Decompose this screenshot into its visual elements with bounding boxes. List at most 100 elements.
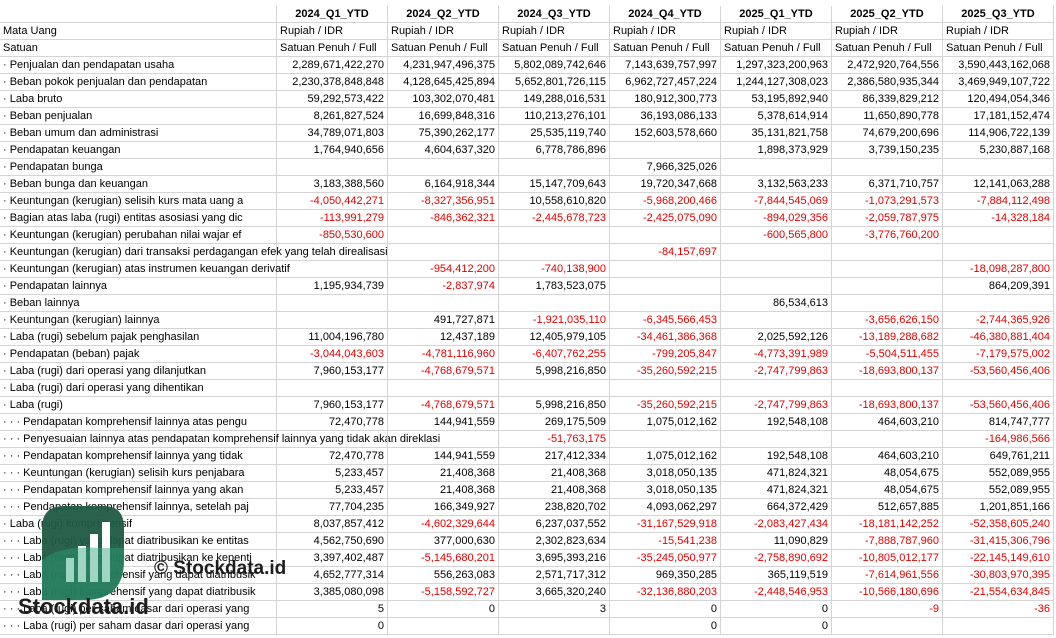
row-label: · Laba (rugi) sebelum pajak penghasilan	[0, 329, 277, 346]
value-cell: -35,260,592,215	[610, 397, 721, 414]
value-cell: -8,327,356,951	[388, 193, 499, 210]
empty-cell	[721, 159, 832, 176]
row-label: · Keuntungan (kerugian) selisih kurs mat…	[0, 193, 277, 210]
value-cell: 72,470,778	[277, 448, 388, 465]
value-cell: -6,407,762,255	[499, 346, 610, 363]
value-cell: 649,761,211	[943, 448, 1054, 465]
empty-cell	[610, 278, 721, 295]
value-cell: 1,075,012,162	[610, 414, 721, 431]
value-cell: -4,768,679,571	[388, 397, 499, 414]
header-corner	[0, 6, 277, 23]
empty-cell	[499, 618, 610, 635]
value-cell: 552,089,955	[943, 482, 1054, 499]
unit-cell: Satuan Penuh / Full	[499, 40, 610, 57]
value-cell: 1,075,012,162	[610, 448, 721, 465]
value-cell: -7,179,575,002	[943, 346, 1054, 363]
row-label: · · · Laba (rugi) komprehensif yang dapa…	[0, 584, 277, 601]
empty-cell	[277, 380, 388, 397]
value-cell: 4,128,645,425,894	[388, 74, 499, 91]
value-cell: 3,397,402,487	[277, 550, 388, 567]
row-label: · · · Laba (rugi) yang dapat diatribusik…	[0, 550, 277, 567]
value-cell: -31,415,306,796	[943, 533, 1054, 550]
empty-cell	[277, 261, 388, 278]
value-cell: 969,350,285	[610, 567, 721, 584]
value-cell: 1,244,127,308,023	[721, 74, 832, 91]
value-cell: -2,837,974	[388, 278, 499, 295]
value-cell: -35,260,592,215	[610, 363, 721, 380]
value-cell: 144,941,559	[388, 414, 499, 431]
value-cell: -4,768,679,571	[388, 363, 499, 380]
row-label: · · · Penyesuaian lainnya atas pendapata…	[0, 431, 440, 448]
empty-cell	[721, 312, 832, 329]
value-cell: -4,602,329,644	[388, 516, 499, 533]
value-cell: 192,548,108	[721, 448, 832, 465]
value-cell: -34,461,386,368	[610, 329, 721, 346]
value-cell: 1,201,851,166	[943, 499, 1054, 516]
empty-cell	[832, 618, 943, 635]
value-cell: 6,237,037,552	[499, 516, 610, 533]
value-cell: 25,535,119,740	[499, 125, 610, 142]
empty-cell	[943, 618, 1054, 635]
value-cell: 77,704,235	[277, 499, 388, 516]
empty-cell	[499, 380, 610, 397]
row-label: · Penjualan dan pendapatan usaha	[0, 57, 277, 74]
row-label: · Laba (rugi) dari operasi yang dilanjut…	[0, 363, 277, 380]
value-cell: 21,408,368	[499, 482, 610, 499]
row-label: · · · Laba (rugi) komprehensif yang dapa…	[0, 567, 277, 584]
row-label: · · · Laba (rugi) per saham dasar dari o…	[0, 618, 277, 635]
row-label: · · · Laba (rugi) per saham dasar dari o…	[0, 601, 277, 618]
value-cell: 3,695,393,216	[499, 550, 610, 567]
value-cell: 8,037,857,412	[277, 516, 388, 533]
value-cell: 11,650,890,778	[832, 108, 943, 125]
value-cell: 21,408,368	[388, 482, 499, 499]
value-cell: -5,145,680,201	[388, 550, 499, 567]
value-cell: -799,205,847	[610, 346, 721, 363]
unit-cell: Satuan Penuh / Full	[943, 40, 1054, 57]
value-cell: -10,805,012,177	[832, 550, 943, 567]
value-cell: 0	[610, 601, 721, 618]
value-cell: 464,603,210	[832, 414, 943, 431]
value-cell: 34,789,071,803	[277, 125, 388, 142]
value-cell: 114,906,722,139	[943, 125, 1054, 142]
empty-cell	[499, 159, 610, 176]
value-cell: -2,448,546,953	[721, 584, 832, 601]
row-label: · · · Pendapatan komprehensif lainnya ya…	[0, 482, 277, 499]
unit-cell: Satuan Penuh / Full	[721, 40, 832, 57]
empty-cell	[388, 618, 499, 635]
empty-cell	[499, 244, 610, 261]
value-cell: 21,408,368	[499, 465, 610, 482]
value-cell: -7,844,545,069	[721, 193, 832, 210]
value-cell: 11,004,196,780	[277, 329, 388, 346]
value-cell: 471,824,321	[721, 465, 832, 482]
value-cell: 75,390,262,177	[388, 125, 499, 142]
value-cell: -30,803,970,395	[943, 567, 1054, 584]
value-cell: 35,131,821,758	[721, 125, 832, 142]
unit-cell: Satuan Penuh / Full	[832, 40, 943, 57]
value-cell: 8,261,827,524	[277, 108, 388, 125]
empty-cell	[277, 159, 388, 176]
row-label: Satuan	[0, 40, 277, 57]
unit-cell: Satuan Penuh / Full	[277, 40, 388, 57]
value-cell: 21,408,368	[388, 465, 499, 482]
empty-cell	[499, 295, 610, 312]
value-cell: 0	[388, 601, 499, 618]
value-cell: -5,158,592,727	[388, 584, 499, 601]
value-cell: -2,425,075,090	[610, 210, 721, 227]
currency-cell: Rupiah / IDR	[388, 23, 499, 40]
value-cell: 3,665,320,240	[499, 584, 610, 601]
value-cell: 103,302,070,481	[388, 91, 499, 108]
value-cell: 491,727,871	[388, 312, 499, 329]
value-cell: 365,119,519	[721, 567, 832, 584]
empty-cell	[832, 295, 943, 312]
empty-cell	[943, 380, 1054, 397]
value-cell: -2,747,799,863	[721, 397, 832, 414]
value-cell: 5,998,216,850	[499, 363, 610, 380]
value-cell: 3,132,563,233	[721, 176, 832, 193]
empty-cell	[721, 431, 832, 448]
value-cell: -1,921,035,110	[499, 312, 610, 329]
empty-cell	[721, 380, 832, 397]
value-cell: 5,652,801,726,115	[499, 74, 610, 91]
value-cell: 2,302,823,634	[499, 533, 610, 550]
empty-cell	[832, 159, 943, 176]
column-header: 2024_Q3_YTD	[499, 6, 610, 23]
